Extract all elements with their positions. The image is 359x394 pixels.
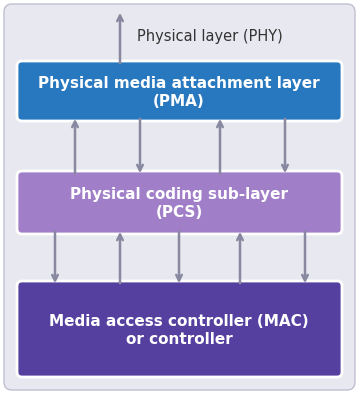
FancyBboxPatch shape bbox=[4, 4, 355, 390]
Text: Physical coding sub-layer: Physical coding sub-layer bbox=[70, 187, 288, 202]
FancyBboxPatch shape bbox=[17, 171, 342, 234]
Text: Physical layer (PHY): Physical layer (PHY) bbox=[137, 28, 283, 43]
Text: Media access controller (MAC): Media access controller (MAC) bbox=[49, 314, 309, 329]
FancyBboxPatch shape bbox=[17, 281, 342, 377]
Text: or controller: or controller bbox=[126, 331, 232, 346]
Text: (PCS): (PCS) bbox=[155, 205, 202, 220]
Text: (PMA): (PMA) bbox=[153, 93, 205, 108]
Text: Physical media attachment layer: Physical media attachment layer bbox=[38, 76, 320, 91]
FancyBboxPatch shape bbox=[17, 61, 342, 121]
